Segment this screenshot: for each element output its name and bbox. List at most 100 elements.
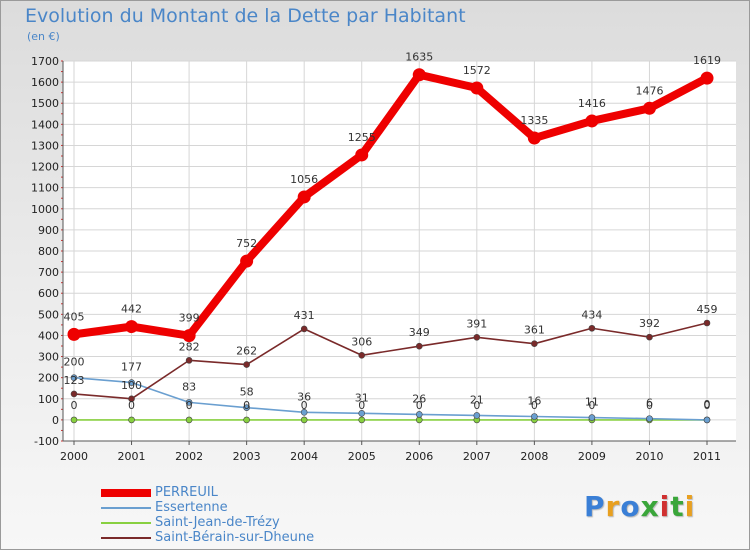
- y-tick-label: 1000: [31, 203, 59, 216]
- data-point: [67, 327, 81, 341]
- data-point: [182, 329, 196, 343]
- y-tick-label: 1700: [31, 55, 59, 68]
- data-label: 399: [179, 312, 200, 325]
- data-label: 0: [588, 399, 595, 412]
- logo-letter: P: [584, 490, 606, 523]
- data-label: 58: [240, 386, 254, 399]
- data-point: [700, 71, 714, 85]
- logo-letter: t: [670, 490, 685, 523]
- y-tick-label: 400: [38, 329, 59, 342]
- data-point: [70, 390, 78, 398]
- data-label: 442: [121, 303, 142, 316]
- data-point: [473, 334, 481, 341]
- data-point: [703, 416, 711, 424]
- data-label: 1619: [693, 54, 721, 67]
- y-tick-label: 200: [38, 372, 59, 385]
- x-tick-label: 2008: [520, 450, 548, 463]
- data-label: 405: [64, 310, 85, 323]
- y-tick-label: 800: [38, 245, 59, 258]
- data-point: [642, 101, 656, 115]
- x-tick-label: 2009: [578, 450, 606, 463]
- data-point: [128, 395, 135, 403]
- data-point: [125, 320, 139, 334]
- chart-unit-label: (en €): [27, 30, 60, 43]
- data-point: [297, 190, 311, 204]
- x-tick-label: 2010: [635, 450, 663, 463]
- data-label: 0: [71, 399, 78, 412]
- chart-grid: [63, 60, 736, 442]
- y-tick-label: 900: [38, 224, 59, 237]
- data-label: 21: [470, 393, 484, 406]
- x-tick-label: 2002: [175, 450, 203, 463]
- series-line-0: [70, 70, 711, 340]
- data-point: [585, 114, 599, 128]
- logo-letter: x: [640, 490, 660, 523]
- data-point: [243, 416, 250, 424]
- data-point: [412, 68, 426, 82]
- x-tick-label: 2011: [693, 450, 721, 463]
- x-tick-label: 2000: [60, 450, 88, 463]
- data-label: 459: [697, 303, 718, 316]
- data-point: [358, 416, 366, 424]
- y-tick-label: 1300: [31, 139, 59, 152]
- data-point: [243, 404, 250, 411]
- data-point: [588, 414, 596, 421]
- data-point: [185, 357, 193, 364]
- data-label: 262: [236, 345, 257, 358]
- data-label: 1335: [520, 114, 548, 127]
- legend-swatch: [101, 506, 151, 509]
- data-label: 0: [704, 398, 711, 411]
- x-tick-label: 2007: [463, 450, 491, 463]
- data-label: 0: [301, 399, 308, 412]
- y-tick-label: 1500: [31, 97, 59, 110]
- y-tick-label: 500: [38, 308, 59, 321]
- y-tick-label: 1100: [31, 182, 59, 195]
- y-tick-label: 300: [38, 351, 59, 364]
- legend-label: Saint-Jean-de-Trézy: [155, 515, 280, 530]
- data-label: 1416: [578, 97, 606, 110]
- data-label: 1255: [348, 131, 376, 144]
- data-label: 16: [527, 395, 541, 408]
- data-label: 0: [358, 399, 365, 412]
- x-tick-label: 2005: [348, 450, 376, 463]
- y-tick-label: 700: [38, 266, 59, 279]
- data-point: [358, 410, 366, 417]
- data-label: 0: [128, 399, 135, 412]
- data-point: [185, 416, 193, 424]
- data-label: 200: [64, 356, 85, 369]
- data-label: 391: [466, 317, 487, 330]
- data-label: 6: [646, 397, 653, 410]
- logo-letter: i: [684, 490, 696, 523]
- x-tick-label: 2006: [405, 450, 433, 463]
- data-point: [240, 254, 254, 268]
- data-point: [470, 81, 484, 95]
- data-label: 349: [409, 326, 430, 339]
- legend-label: Saint-Bérain-sur-Dheune: [155, 530, 315, 545]
- legend-swatch: [101, 536, 151, 539]
- legend-swatch: [101, 488, 151, 497]
- x-tick-label: 2001: [118, 450, 146, 463]
- data-label: 1635: [405, 51, 433, 64]
- data-point: [300, 408, 308, 416]
- data-label: 1056: [290, 173, 318, 186]
- chart-series: [67, 68, 714, 424]
- y-tick-label: 600: [38, 287, 59, 300]
- data-label: 83: [182, 380, 196, 393]
- data-label: 0: [473, 399, 480, 412]
- data-point: [300, 416, 308, 424]
- y-tick-label: 100: [38, 393, 59, 406]
- data-point: [358, 351, 366, 359]
- data-label: 392: [639, 317, 660, 330]
- data-point: [128, 379, 135, 386]
- data-label: 282: [179, 340, 200, 353]
- data-label: 11: [585, 396, 599, 409]
- data-label: 0: [186, 399, 193, 412]
- data-point: [527, 131, 541, 145]
- data-label: 31: [355, 391, 369, 404]
- data-point: [646, 333, 653, 341]
- y-tick-label: 1400: [31, 118, 59, 131]
- legend-swatch: [101, 521, 151, 524]
